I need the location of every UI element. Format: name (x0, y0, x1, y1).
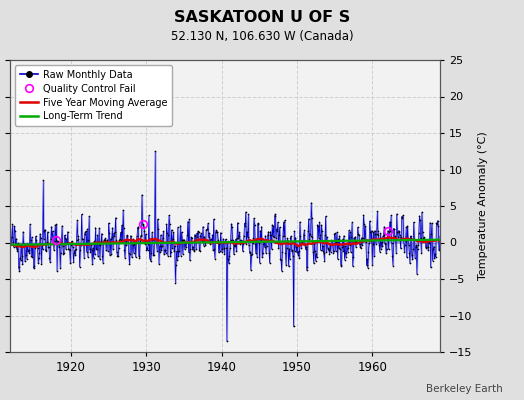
Text: Berkeley Earth: Berkeley Earth (427, 384, 503, 394)
Y-axis label: Temperature Anomaly (°C): Temperature Anomaly (°C) (478, 132, 488, 280)
Legend: Raw Monthly Data, Quality Control Fail, Five Year Moving Average, Long-Term Tren: Raw Monthly Data, Quality Control Fail, … (15, 65, 172, 126)
Text: SASKATOON U OF S: SASKATOON U OF S (174, 10, 350, 25)
Text: 52.130 N, 106.630 W (Canada): 52.130 N, 106.630 W (Canada) (171, 30, 353, 43)
